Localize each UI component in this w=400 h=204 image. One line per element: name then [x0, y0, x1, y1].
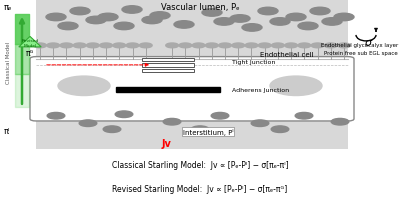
- Circle shape: [126, 44, 139, 49]
- Circle shape: [286, 14, 306, 22]
- Circle shape: [242, 24, 262, 32]
- Circle shape: [60, 44, 73, 49]
- Circle shape: [98, 14, 118, 22]
- Text: πᴵ: πᴵ: [4, 126, 10, 135]
- Circle shape: [232, 44, 245, 49]
- Circle shape: [251, 120, 269, 127]
- Circle shape: [142, 17, 162, 24]
- Circle shape: [272, 44, 284, 49]
- Circle shape: [298, 23, 318, 31]
- Text: Endothelial glycocalyx layer: Endothelial glycocalyx layer: [321, 43, 398, 48]
- Circle shape: [270, 19, 290, 26]
- Text: Protein free sub EGL space: Protein free sub EGL space: [324, 50, 398, 55]
- Circle shape: [230, 16, 250, 23]
- Circle shape: [150, 13, 170, 20]
- Bar: [116, 88, 220, 92]
- Circle shape: [179, 44, 192, 49]
- Circle shape: [324, 44, 337, 49]
- Circle shape: [139, 44, 152, 49]
- Text: Revised Starling Model:  Jv ∝ [Pₑ-Pᴵ] − σ[πₑ-πᴳ]: Revised Starling Model: Jv ∝ [Pₑ-Pᴵ] − σ…: [112, 184, 288, 193]
- Circle shape: [58, 77, 110, 96]
- Text: Endothelial cell: Endothelial cell: [260, 52, 314, 58]
- Text: Classical Model: Classical Model: [6, 42, 11, 83]
- Circle shape: [115, 111, 133, 118]
- Circle shape: [192, 44, 205, 49]
- Circle shape: [73, 44, 86, 49]
- Circle shape: [295, 113, 313, 119]
- Text: Classical Starling Model:  Jv ∝ [Pₑ-Pᴵ] − σ[πₑ-πᴵ]: Classical Starling Model: Jv ∝ [Pₑ-Pᴵ] −…: [112, 160, 288, 169]
- Circle shape: [258, 8, 278, 16]
- Circle shape: [114, 23, 134, 31]
- Bar: [36, 119, 348, 149]
- Circle shape: [174, 22, 194, 29]
- Text: Interstitium, Pᴵ: Interstitium, Pᴵ: [183, 128, 233, 135]
- Text: Jv: Jv: [162, 138, 172, 148]
- Circle shape: [270, 77, 322, 96]
- Circle shape: [103, 126, 121, 133]
- Circle shape: [211, 113, 229, 119]
- Circle shape: [258, 44, 271, 49]
- Circle shape: [245, 44, 258, 49]
- Circle shape: [219, 44, 232, 49]
- Circle shape: [311, 44, 324, 49]
- Circle shape: [163, 119, 181, 125]
- Bar: [142, 70, 194, 73]
- Text: Tight Junction: Tight Junction: [232, 60, 275, 65]
- Circle shape: [202, 10, 222, 17]
- Circle shape: [79, 120, 97, 127]
- Circle shape: [122, 7, 142, 14]
- Bar: [142, 58, 194, 62]
- FancyBboxPatch shape: [30, 57, 354, 121]
- Circle shape: [310, 8, 330, 16]
- Circle shape: [206, 44, 218, 49]
- Circle shape: [214, 19, 234, 26]
- Circle shape: [47, 113, 65, 119]
- Circle shape: [322, 19, 342, 26]
- Polygon shape: [19, 37, 41, 48]
- Text: σ: σ: [364, 38, 372, 48]
- Circle shape: [331, 119, 349, 125]
- Circle shape: [46, 14, 66, 22]
- Circle shape: [58, 23, 78, 31]
- Circle shape: [100, 44, 112, 49]
- Bar: [36, 0, 348, 60]
- Text: Adherens Junction: Adherens Junction: [232, 88, 289, 93]
- Text: πᴳ: πᴳ: [26, 49, 34, 58]
- Bar: [142, 64, 194, 67]
- Circle shape: [191, 126, 209, 133]
- Circle shape: [47, 44, 60, 49]
- Circle shape: [113, 44, 126, 49]
- Circle shape: [334, 14, 354, 22]
- Circle shape: [70, 8, 90, 16]
- Circle shape: [285, 44, 298, 49]
- Circle shape: [86, 17, 106, 24]
- Circle shape: [338, 44, 350, 49]
- Circle shape: [271, 126, 289, 133]
- Text: Revised
Model: Revised Model: [21, 39, 39, 47]
- Circle shape: [166, 44, 178, 49]
- Circle shape: [86, 44, 99, 49]
- Circle shape: [298, 44, 311, 49]
- Circle shape: [34, 44, 46, 49]
- Text: πₑ: πₑ: [4, 3, 12, 12]
- Text: Vascular lumen, Pₑ: Vascular lumen, Pₑ: [161, 3, 239, 12]
